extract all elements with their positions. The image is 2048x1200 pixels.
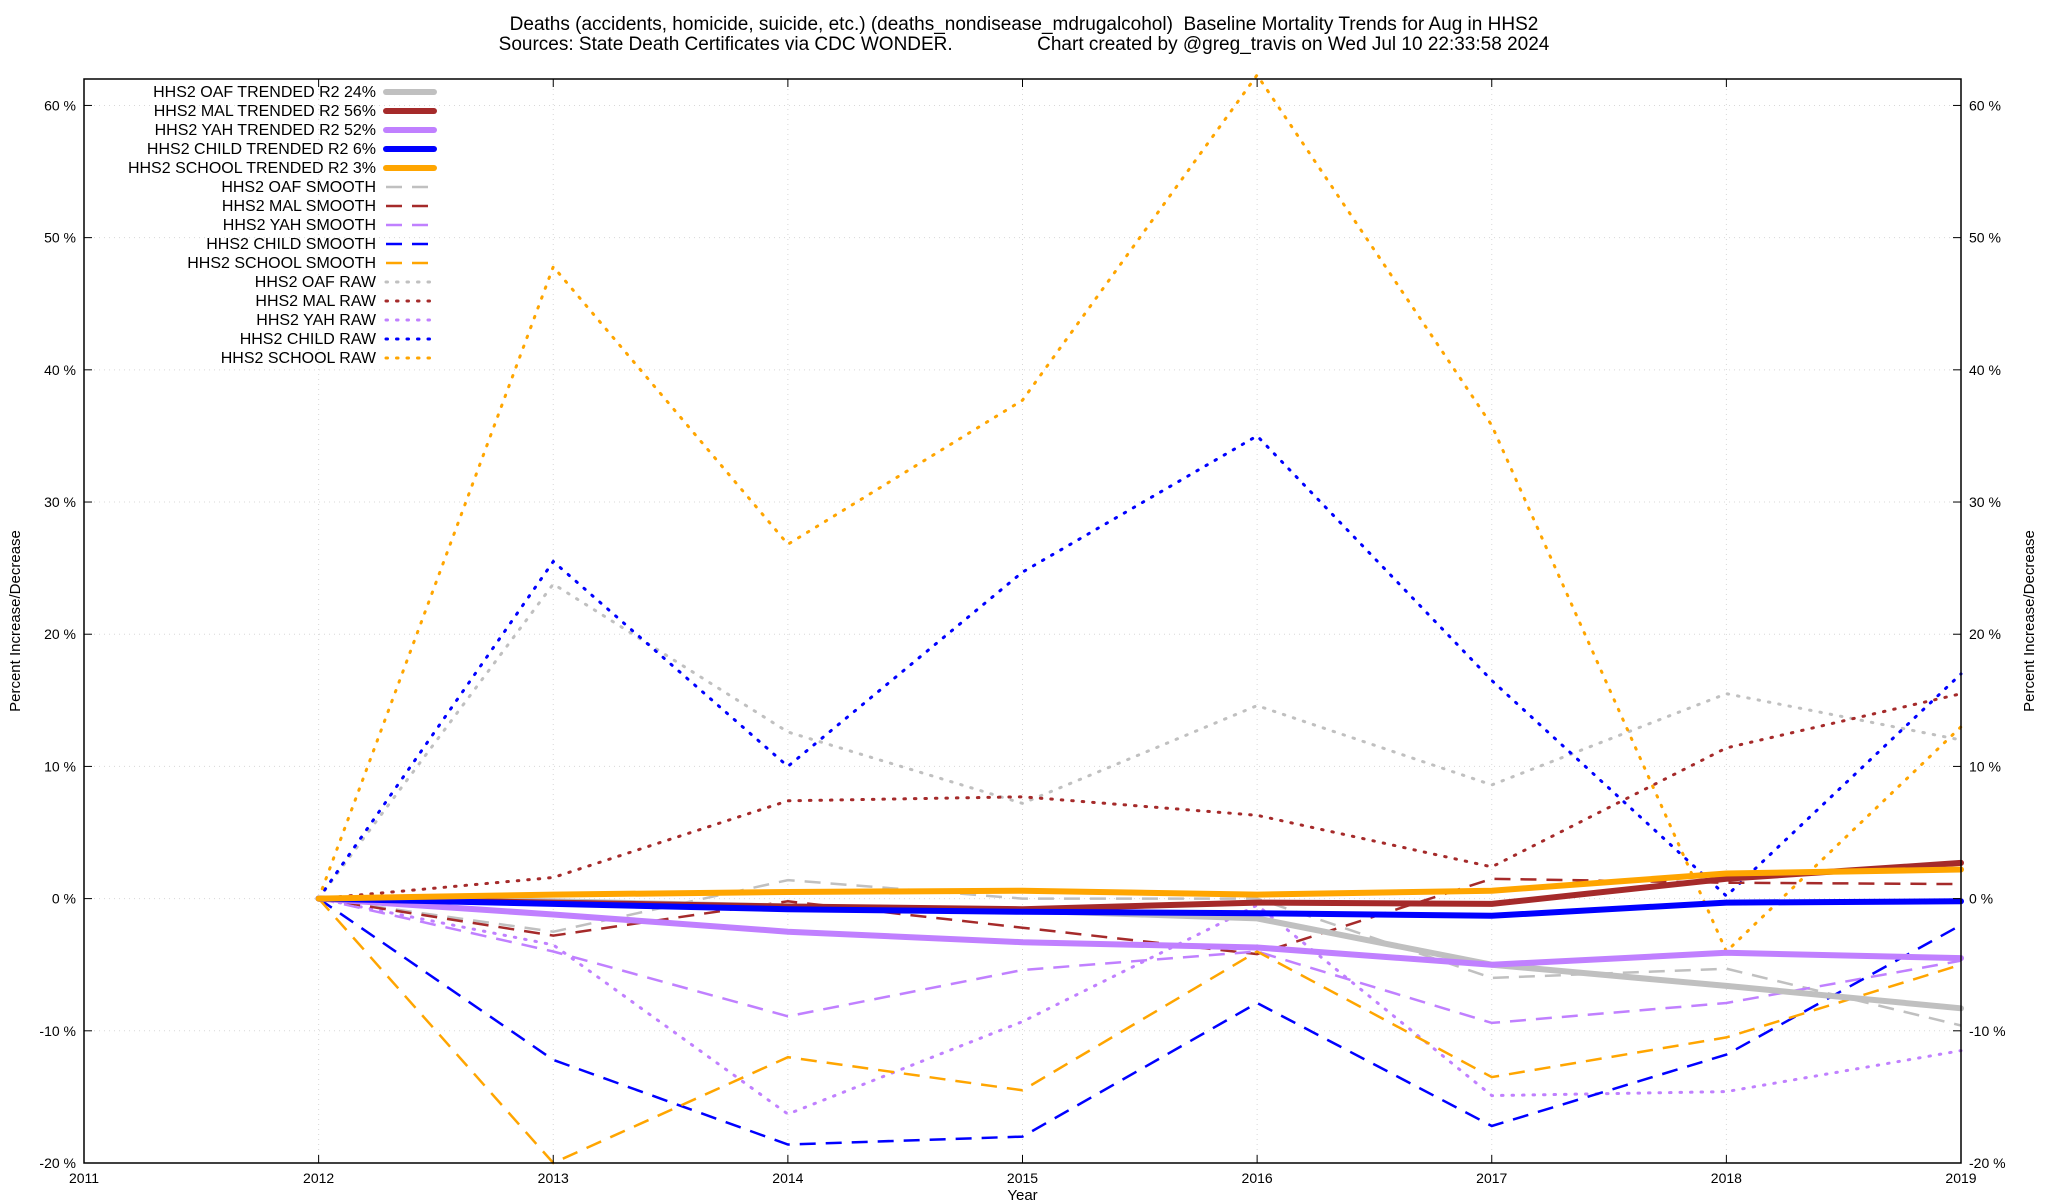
- y-axis-ticks: -20 % -20 % -10 % -10 % 0 % 0 % 10 % 10 % 20 % 20…: [39, 97, 2005, 1171]
- legend-label: HHS2 MAL SMOOTH: [222, 198, 376, 215]
- y2-tick-label: 0 %: [1969, 891, 1993, 907]
- legend-label: HHS2 CHILD TRENDED R2 6%: [147, 141, 376, 158]
- series-line-dashed-5: [318, 878, 1962, 1027]
- x-tick-label: 2016: [1242, 1170, 1273, 1186]
- legend-label: HHS2 SCHOOL SMOOTH: [187, 255, 376, 272]
- x-tick-label: 2013: [538, 1170, 569, 1186]
- grid-lines: [84, 79, 1961, 1163]
- x-tick-label: 2018: [1711, 1170, 1742, 1186]
- series-line-solid-3: [315, 895, 1964, 919]
- series-line-solid-4: [315, 866, 1964, 902]
- legend-label: HHS2 SCHOOL RAW: [221, 350, 377, 367]
- x-tick-label: 2011: [69, 1170, 99, 1186]
- legend-label: HHS2 OAF RAW: [255, 274, 377, 291]
- x-tick-label: 2019: [1945, 1170, 1976, 1186]
- series-line-dotted-13: [317, 434, 1963, 901]
- legend-label: HHS2 YAH TRENDED R2 52%: [155, 122, 376, 139]
- series-line-dashed-8: [317, 897, 1962, 1146]
- chart-title: Deaths (accidents, homicide, suicide, et…: [509, 14, 1539, 35]
- series-line-dotted-10: [317, 581, 1963, 901]
- series-layer: [315, 72, 1964, 1165]
- x-tick-label: 2015: [1007, 1170, 1038, 1186]
- y2-tick-label: 40 %: [1969, 362, 2001, 378]
- legend-label: HHS2 OAF SMOOTH: [221, 179, 376, 196]
- series-line-solid-2: [315, 895, 1964, 968]
- y-tick-label: 30 %: [44, 494, 76, 510]
- x-tick-label: 2017: [1476, 1170, 1507, 1186]
- y2-tick-label: 60 %: [1969, 97, 2001, 113]
- legend-label: HHS2 MAL RAW: [255, 293, 377, 310]
- series-line-dashed-9: [317, 897, 1962, 1165]
- y2-tick-label: 30 %: [1969, 494, 2001, 510]
- y-tick-label: 20 %: [44, 626, 76, 642]
- y-tick-label: 60 %: [44, 97, 76, 113]
- y2-tick-label: -20 %: [1969, 1155, 2006, 1171]
- series-line-dotted-11: [317, 692, 1963, 901]
- series-line-dotted-12: [317, 897, 1963, 1116]
- legend-label: HHS2 MAL TRENDED R2 56%: [154, 103, 376, 120]
- legend: HHS2 OAF TRENDED R2 24% HHS2 MAL TRENDED …: [128, 84, 437, 367]
- y-axis-label: Percent Increase/Decrease: [7, 530, 24, 712]
- legend-label: HHS2 YAH RAW: [256, 312, 377, 329]
- x-axis-label: Year: [1007, 1187, 1037, 1200]
- legend-label: HHS2 YAH SMOOTH: [223, 217, 376, 234]
- x-tick-label: 2012: [303, 1170, 334, 1186]
- y2-tick-label: 10 %: [1969, 758, 2001, 774]
- x-tick-label: 2014: [772, 1170, 803, 1186]
- series-line-dashed-7: [318, 897, 1962, 1025]
- legend-label: HHS2 CHILD SMOOTH: [206, 236, 376, 253]
- y-tick-label: -20 %: [39, 1155, 76, 1171]
- y2-tick-label: 20 %: [1969, 626, 2001, 642]
- y2-tick-label: 50 %: [1969, 230, 2001, 246]
- x-axis-ticks: 2011 2012 2013 2014 2015 2016 2017 2018 2019: [69, 79, 1977, 1186]
- series-line-dotted-14: [317, 72, 1963, 955]
- chart-subtitle: Sources: State Death Certificates via CD…: [498, 34, 1550, 55]
- y2-axis-label: Percent Increase/Decrease: [2021, 530, 2038, 712]
- legend-label: HHS2 OAF TRENDED R2 24%: [153, 84, 376, 101]
- y-tick-label: -10 %: [39, 1023, 76, 1039]
- y-tick-label: 50 %: [44, 230, 76, 246]
- legend-label: HHS2 SCHOOL TRENDED R2 3%: [128, 160, 376, 177]
- y-tick-label: 10 %: [44, 758, 76, 774]
- y-tick-label: 0 %: [52, 891, 76, 907]
- legend-label: HHS2 CHILD RAW: [240, 331, 377, 348]
- y2-tick-label: -10 %: [1969, 1023, 2006, 1039]
- y-tick-label: 40 %: [44, 362, 76, 378]
